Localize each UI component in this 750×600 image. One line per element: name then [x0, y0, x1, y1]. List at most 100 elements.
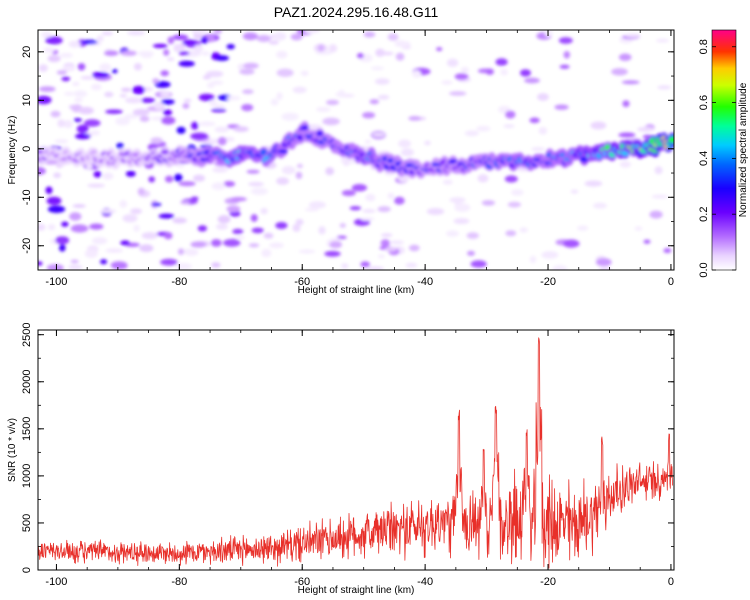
heatmap-noise-cell — [400, 148, 414, 157]
heatmap-noise-cell — [495, 58, 508, 66]
heatmap-noise-cell — [125, 170, 136, 177]
heatmap-noise-cell — [47, 224, 56, 231]
heatmap-noise-cell — [296, 163, 303, 169]
heatmap-noise-cell — [191, 121, 199, 130]
heatmap-noise-cell — [405, 262, 418, 268]
spectrogram-x-label: Height of straight line (km) — [298, 285, 415, 296]
heatmap-noise-cell — [209, 99, 218, 107]
heatmap-noise-cell — [328, 44, 338, 53]
heatmap-noise-cell — [175, 262, 192, 270]
heatmap-noise-cell — [618, 132, 636, 138]
heatmap-noise-cell — [158, 213, 175, 219]
heatmap-noise-cell — [292, 223, 301, 232]
heatmap-noise-cell — [337, 89, 346, 98]
heatmap-noise-cell — [599, 267, 611, 270]
x-tick-label: -20 — [540, 276, 556, 288]
heatmap-noise-cell — [177, 248, 185, 255]
heatmap-noise-cell — [243, 62, 259, 69]
heatmap-noise-cell — [315, 50, 333, 55]
heatmap-noise-cell — [176, 163, 185, 168]
heatmap-noise-cell — [276, 50, 288, 59]
heatmap-noise-cell — [151, 202, 162, 207]
heatmap-noise-cell — [426, 208, 445, 215]
heatmap-noise-cell — [57, 119, 65, 128]
heatmap-ridge-cell — [161, 149, 169, 155]
heatmap-ridge-cell — [316, 130, 324, 137]
heatmap-noise-cell — [326, 99, 339, 106]
heatmap-noise-cell — [248, 243, 260, 248]
heatmap-noise-cell — [223, 181, 236, 187]
heatmap-noise-cell — [375, 48, 385, 57]
heatmap-noise-cell — [341, 263, 349, 269]
heatmap-noise-cell — [464, 130, 479, 137]
heatmap-noise-cell — [96, 35, 104, 42]
heatmap-noise-cell — [163, 49, 170, 56]
heatmap-noise-cell — [46, 196, 62, 206]
heatmap-noise-cell — [215, 55, 229, 61]
heatmap-noise-cell — [190, 30, 208, 34]
heatmap-noise-cell — [211, 182, 226, 190]
colorbar-gradient — [712, 30, 736, 270]
heatmap-noise-cell — [161, 116, 176, 125]
heatmap-noise-cell — [268, 40, 279, 45]
heatmap-noise-cell — [167, 36, 175, 45]
heatmap-noise-cell — [78, 106, 94, 115]
heatmap-noise-cell — [281, 112, 299, 121]
heatmap-noise-cell — [577, 225, 589, 231]
heatmap-noise-cell — [214, 126, 229, 133]
heatmap-noise-cell — [47, 205, 66, 213]
heatmap-noise-cell — [197, 225, 208, 232]
heatmap-noise-cell — [153, 102, 165, 110]
heatmap-noise-cell — [46, 264, 64, 270]
heatmap-noise-cell — [194, 44, 203, 53]
heatmap-noise-cell — [552, 265, 568, 270]
heatmap-noise-cell — [295, 171, 303, 180]
heatmap-noise-cell — [398, 175, 409, 183]
heatmap-noise-cell — [364, 139, 371, 144]
heatmap-noise-cell — [593, 202, 607, 209]
colorbar: 0.0 0.2 0.4 0.6 0.8 Normalized spectral ampl… — [698, 29, 749, 278]
y-tick-label: -20 — [21, 238, 33, 254]
colorbar-label: Normalized spectral amplitude — [738, 82, 749, 217]
heatmap-noise-cell — [74, 98, 83, 103]
heatmap-noise-cell — [611, 68, 628, 76]
heatmap-noise-cell — [180, 200, 191, 205]
heatmap-noise-cell — [558, 37, 573, 44]
heatmap-ridge-cell — [278, 149, 288, 154]
snr-panel: -100 -80 -60 -40 -20 0 0 500 1000 1500 2000 2500 He… — [7, 322, 675, 596]
heatmap-noise-cell — [544, 30, 553, 37]
heatmap-noise-cell — [531, 147, 545, 152]
x-tick-label: -60 — [294, 576, 310, 588]
heatmap-noise-cell — [377, 206, 391, 213]
heatmap-noise-cell — [92, 237, 108, 245]
heatmap-noise-cell — [211, 262, 221, 268]
heatmap-noise-cell — [519, 227, 528, 233]
heatmap-noise-cell — [634, 226, 643, 231]
heatmap-noise-cell — [140, 97, 156, 103]
heatmap-noise-cell — [454, 203, 471, 212]
heatmap-noise-cell — [104, 91, 114, 98]
heatmap-noise-cell — [62, 64, 76, 72]
x-tick-label: -80 — [171, 276, 187, 288]
heatmap-noise-cell — [270, 98, 279, 106]
heatmap-noise-cell — [47, 55, 61, 63]
x-tick-label: -20 — [540, 576, 556, 588]
heatmap-ridge-cell — [300, 124, 309, 132]
heatmap-noise-cell — [76, 124, 89, 134]
heatmap-noise-cell — [261, 248, 272, 258]
heatmap-noise-cell — [322, 117, 340, 126]
heatmap-noise-cell — [505, 110, 516, 119]
snr-frame — [37, 329, 675, 571]
heatmap-noise-cell — [215, 223, 228, 230]
colorbar-tick-label: 0.0 — [698, 262, 710, 277]
heatmap-noise-cell — [226, 205, 241, 213]
colorbar-tick-label: 0.2 — [698, 207, 710, 222]
heatmap-noise-cell — [281, 166, 296, 175]
heatmap-noise-cell — [68, 265, 83, 270]
heatmap-noise-cell — [504, 175, 518, 183]
x-tick-label: -100 — [45, 576, 67, 588]
heatmap-noise-cell — [374, 78, 390, 85]
heatmap-noise-cell — [318, 226, 326, 235]
heatmap-noise-cell — [159, 91, 171, 97]
y-tick-label: 1000 — [21, 464, 33, 488]
